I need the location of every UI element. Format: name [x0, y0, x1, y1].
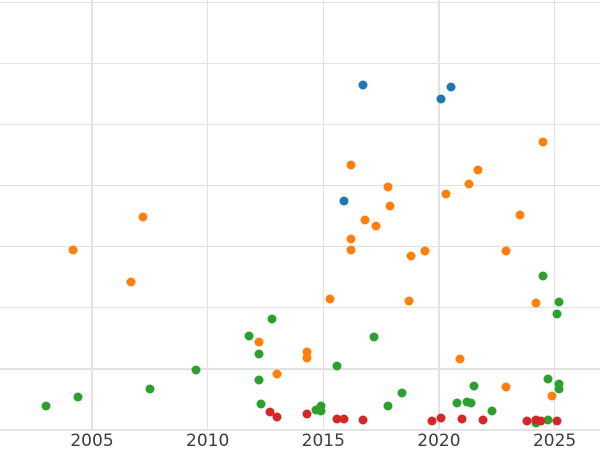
point-orange [406, 251, 416, 261]
point-orange [455, 354, 465, 364]
point-red [536, 416, 546, 426]
y-gridline [0, 307, 600, 309]
point-red [478, 415, 488, 425]
point-green [267, 314, 277, 324]
point-orange [473, 165, 483, 175]
point-green [145, 384, 155, 394]
point-blue [446, 82, 455, 92]
point-green [73, 392, 83, 402]
y-gridline [0, 184, 600, 187]
point-red [272, 412, 282, 422]
point-green [316, 406, 326, 416]
point-orange [538, 137, 548, 147]
point-green [552, 309, 562, 319]
point-red [522, 416, 532, 426]
point-orange [360, 215, 370, 225]
point-red [339, 414, 349, 424]
point-orange [531, 298, 541, 308]
point-orange [302, 347, 312, 357]
point-green [383, 401, 393, 411]
point-green [543, 374, 553, 384]
y-gridline [0, 368, 600, 370]
point-green [487, 406, 497, 416]
point-orange [371, 221, 381, 231]
point-green [332, 361, 342, 371]
point-green [462, 397, 472, 407]
point-orange [385, 201, 395, 211]
point-red [265, 407, 275, 417]
point-green [554, 384, 564, 394]
point-orange [126, 277, 136, 287]
point-green [466, 398, 476, 408]
y-gridline [0, 246, 600, 248]
point-orange [138, 212, 148, 222]
point-blue [436, 94, 446, 104]
point-orange [547, 391, 557, 401]
y-gridline [0, 429, 600, 431]
point-green [469, 381, 479, 391]
point-green [244, 331, 254, 341]
point-blue [339, 196, 349, 206]
point-orange [68, 245, 78, 255]
point-green [256, 399, 266, 409]
x-tick-label: 2025 [532, 431, 577, 450]
point-green [452, 398, 462, 408]
point-orange [464, 179, 474, 189]
y-gridline [0, 123, 600, 126]
point-orange [302, 353, 312, 363]
point-orange [346, 160, 356, 170]
point-green [316, 401, 326, 411]
x-gridline [438, 0, 440, 430]
x-tick-label: 2020 [417, 431, 461, 450]
point-green [538, 271, 548, 281]
x-tick-label: 2005 [70, 431, 114, 450]
point-red [358, 415, 368, 425]
point-orange [501, 246, 511, 256]
point-orange [346, 245, 356, 255]
x-gridline [322, 0, 324, 430]
point-orange [420, 246, 430, 256]
x-gridline [207, 0, 209, 430]
point-orange [325, 294, 335, 304]
point-red [552, 416, 562, 426]
point-green [311, 405, 321, 415]
point-green [554, 297, 564, 307]
x-tick-label: 2015 [301, 431, 345, 450]
x-gridline [553, 0, 556, 430]
point-green [254, 349, 264, 359]
point-blue [358, 80, 368, 90]
y-gridline [0, 1, 600, 3]
point-orange [346, 234, 356, 244]
point-orange [383, 182, 393, 192]
point-green [191, 365, 201, 375]
point-orange [441, 189, 451, 199]
y-gridline [0, 62, 600, 65]
point-red [436, 413, 446, 423]
point-red [427, 416, 437, 426]
point-red [332, 414, 342, 424]
point-red [531, 415, 541, 425]
point-red [302, 409, 312, 419]
point-green [397, 388, 407, 398]
point-orange [254, 337, 264, 347]
point-green [554, 379, 564, 389]
x-gridline [91, 0, 93, 430]
point-orange [515, 210, 525, 220]
point-red [457, 414, 467, 424]
point-green [41, 401, 51, 411]
point-green [254, 375, 264, 385]
x-tick-label: 2010 [186, 431, 230, 450]
point-green [369, 332, 379, 342]
point-orange [272, 369, 282, 379]
point-orange [404, 296, 414, 306]
point-orange [501, 382, 511, 392]
point-green [543, 415, 553, 425]
